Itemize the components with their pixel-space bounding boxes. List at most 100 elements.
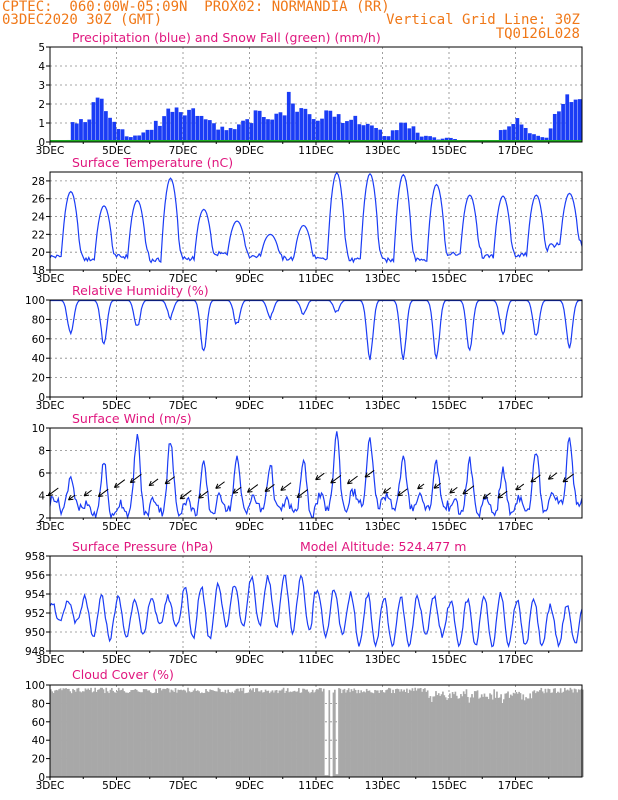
cloud-cover-bar xyxy=(316,689,318,777)
cloud-cover-bar xyxy=(582,689,584,777)
cloud-cover-bar xyxy=(550,692,552,777)
precip-bar xyxy=(183,115,187,142)
precip-bar xyxy=(519,124,524,142)
precip-bar xyxy=(120,129,125,142)
pressure-ytick-label: 952 xyxy=(25,608,45,620)
rh-ytick-label: 60 xyxy=(32,334,45,346)
cloud-cover-bar xyxy=(285,690,288,777)
precip-bar xyxy=(128,137,133,142)
cloud-cover-bar xyxy=(122,688,124,777)
cloud-cover-bar xyxy=(453,694,455,777)
cloud-cover-bar xyxy=(221,691,224,777)
cloud-cover-bar xyxy=(317,689,320,777)
cloud-xtick-label: 15DEC xyxy=(431,780,466,792)
cloud-xtick-label: 13DEC xyxy=(365,780,400,792)
cloud-cover-bar xyxy=(345,692,347,777)
precip-ytick-label: 0 xyxy=(38,137,45,149)
cloud-cover-bar xyxy=(554,688,556,777)
precip-bar xyxy=(336,114,341,142)
rh-ytick-label: 80 xyxy=(32,314,45,326)
cloud-cover-bar xyxy=(70,693,73,777)
cloud-cover-bar xyxy=(127,692,130,777)
cloud-cover-bar xyxy=(393,693,396,777)
cloud-cover-bar xyxy=(91,692,94,777)
cloud-cover-bar xyxy=(446,699,448,777)
precip-ytick-label: 5 xyxy=(38,42,45,54)
wind-arrow xyxy=(232,486,242,494)
cloud-cover-bar xyxy=(54,690,56,777)
wind-arrow xyxy=(215,481,225,489)
wind-arrow xyxy=(148,478,159,487)
cloud-cover-bar xyxy=(361,692,364,777)
wind-arrow xyxy=(417,483,425,490)
cloud-cover-bar xyxy=(350,689,353,777)
precip-bar xyxy=(212,123,216,142)
cloud-cover-bar xyxy=(252,688,254,777)
precip-bar xyxy=(278,112,283,142)
cloud-cover-bar xyxy=(447,698,450,777)
cloud-cover-bar xyxy=(568,690,570,777)
wind-arrow xyxy=(364,469,375,478)
wind-arrow xyxy=(433,482,441,489)
cloud-cover-bar xyxy=(318,687,321,777)
wind-arrow xyxy=(383,487,392,494)
rh-ytick-label: 40 xyxy=(32,353,45,365)
wind-arrow-head xyxy=(462,489,468,495)
precip-bar xyxy=(370,125,374,142)
precip-bar xyxy=(394,130,399,142)
temp-xtick-label: 9DEC xyxy=(235,273,264,285)
cloud-cover-bar xyxy=(521,699,523,777)
wind-arrow xyxy=(83,489,92,497)
cloud-cover-bar xyxy=(346,690,349,777)
precip-bar xyxy=(124,136,129,142)
precip-bar xyxy=(361,125,366,142)
cloud-cover-bar xyxy=(485,696,487,777)
cloud-cover-bar xyxy=(99,687,102,777)
wind-ytick-label: 2 xyxy=(38,513,45,525)
temp-xtick-label: 13DEC xyxy=(365,273,400,285)
cloud-cover-bar xyxy=(117,687,120,777)
cloud-cover-bar xyxy=(493,689,496,777)
cloud-cover-bar xyxy=(98,689,101,777)
cloud-cover-bar xyxy=(421,691,423,777)
cloud-panel xyxy=(46,684,584,780)
precip-bar xyxy=(548,128,553,142)
precip-bar xyxy=(162,116,166,142)
cloud-xtick-label: 9DEC xyxy=(235,780,264,792)
wind-arrow-head xyxy=(497,493,504,499)
cloud-cover-bar xyxy=(440,694,443,777)
cloud-cover-bar xyxy=(509,694,512,777)
temp-xtick-label: 11DEC xyxy=(298,273,333,285)
cloud-cover-bar xyxy=(354,690,357,777)
cloud-cover-bar xyxy=(206,691,209,777)
precip-bar xyxy=(133,135,137,142)
cloud-cover-bar xyxy=(224,689,227,777)
wind-xtick-label: 17DEC xyxy=(498,521,533,533)
cloud-cover-bar xyxy=(563,687,566,777)
cloud-cover-bar xyxy=(115,692,117,777)
precip-bar xyxy=(382,136,387,142)
cloud-cover-bar xyxy=(497,697,500,777)
cloud-cover-bar xyxy=(429,696,432,777)
wind-arrow-head xyxy=(482,493,489,499)
cloud-cover-bar xyxy=(347,688,350,777)
precip-bar xyxy=(527,133,532,142)
precip-bar xyxy=(253,110,258,142)
cloud-cover-bar xyxy=(151,693,153,777)
header-vertical-grid-note: Vertical Grid Line: 30Z xyxy=(386,12,580,28)
cloud-cover-bar xyxy=(417,688,419,777)
wind-ytick-label: 6 xyxy=(38,468,45,480)
precip-bar xyxy=(274,113,279,142)
wind-arrow xyxy=(264,484,275,492)
cloud-cover-bar xyxy=(525,697,527,777)
cloud-cover-bar xyxy=(527,698,530,777)
wind-arrow xyxy=(179,490,192,500)
precip-bar xyxy=(295,111,299,142)
cloud-cover-bar xyxy=(277,693,279,777)
cloud-cover-bar xyxy=(512,692,515,777)
cloud-cover-bar xyxy=(530,698,533,777)
cloud-cover-bar xyxy=(144,689,146,777)
wind-arrow xyxy=(198,490,209,499)
cloud-cover-bar xyxy=(160,690,163,777)
precip-bar xyxy=(428,136,432,142)
